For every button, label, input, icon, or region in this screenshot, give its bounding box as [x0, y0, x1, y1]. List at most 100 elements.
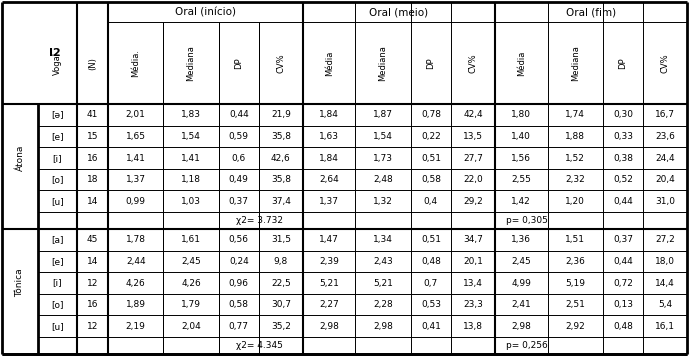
Text: 0,78: 0,78 [421, 110, 441, 120]
Text: χ2= 4.345: χ2= 4.345 [236, 341, 283, 350]
Text: 20,1: 20,1 [463, 257, 483, 266]
Text: [o]: [o] [51, 175, 63, 184]
Text: 31,0: 31,0 [655, 197, 675, 206]
Text: 16,7: 16,7 [655, 110, 675, 120]
Text: 1,88: 1,88 [565, 132, 585, 141]
Text: 2,98: 2,98 [319, 322, 339, 331]
Text: Mediana: Mediana [187, 45, 196, 81]
Text: 2,98: 2,98 [511, 322, 531, 331]
Text: 0,58: 0,58 [421, 175, 441, 184]
Text: p= 0,305: p= 0,305 [506, 216, 548, 225]
Text: 2,36: 2,36 [565, 257, 585, 266]
Text: [o]: [o] [51, 300, 63, 309]
Text: Tônica: Tônica [15, 269, 25, 297]
Text: 1,84: 1,84 [319, 110, 339, 120]
Text: 1,89: 1,89 [126, 300, 146, 309]
Text: 1,34: 1,34 [373, 235, 393, 244]
Text: 1,80: 1,80 [511, 110, 531, 120]
Text: 2,64: 2,64 [319, 175, 339, 184]
Text: 12: 12 [87, 322, 98, 331]
Text: 2,32: 2,32 [565, 175, 585, 184]
Text: 0,44: 0,44 [613, 197, 633, 206]
Text: 0,58: 0,58 [229, 300, 249, 309]
Text: p= 0,256: p= 0,256 [506, 341, 548, 350]
Text: DP: DP [619, 58, 628, 69]
Text: 0,52: 0,52 [613, 175, 633, 184]
Text: 1,42: 1,42 [511, 197, 531, 206]
Text: 1,41: 1,41 [126, 154, 145, 163]
Text: 27,7: 27,7 [463, 154, 483, 163]
Text: 16,1: 16,1 [655, 322, 675, 331]
Text: 15: 15 [87, 132, 98, 141]
Text: 1,83: 1,83 [181, 110, 201, 120]
Text: Mediana: Mediana [378, 45, 388, 81]
Text: 2,44: 2,44 [126, 257, 145, 266]
Text: 0,53: 0,53 [421, 300, 441, 309]
Text: 1,18: 1,18 [181, 175, 201, 184]
Text: 0,24: 0,24 [229, 257, 249, 266]
Text: 1,65: 1,65 [126, 132, 146, 141]
Text: [e]: [e] [51, 257, 63, 266]
Text: 0,72: 0,72 [613, 278, 633, 288]
Text: 35,2: 35,2 [271, 322, 291, 331]
Text: 22,5: 22,5 [271, 278, 291, 288]
Text: 0,56: 0,56 [229, 235, 249, 244]
Text: 5,19: 5,19 [565, 278, 585, 288]
Text: 1,03: 1,03 [181, 197, 201, 206]
Text: 2,55: 2,55 [511, 175, 531, 184]
Text: 16: 16 [87, 154, 98, 163]
Text: 2,98: 2,98 [373, 322, 393, 331]
Text: 23,3: 23,3 [463, 300, 483, 309]
Text: 2,27: 2,27 [319, 300, 339, 309]
Text: 1,79: 1,79 [181, 300, 201, 309]
Text: DP: DP [234, 58, 243, 69]
Text: 0,41: 0,41 [421, 322, 441, 331]
Text: 41: 41 [87, 110, 98, 120]
Text: 9,8: 9,8 [274, 257, 288, 266]
Text: Média.: Média. [132, 49, 141, 77]
Text: 1,20: 1,20 [565, 197, 585, 206]
Text: 1,32: 1,32 [373, 197, 393, 206]
Text: 2,04: 2,04 [181, 322, 201, 331]
Text: 37,4: 37,4 [271, 197, 291, 206]
Text: 2,19: 2,19 [126, 322, 145, 331]
Text: 16: 16 [87, 300, 98, 309]
Text: 13,8: 13,8 [463, 322, 483, 331]
Text: 34,7: 34,7 [463, 235, 483, 244]
Text: 2,51: 2,51 [565, 300, 585, 309]
Text: 12: 12 [87, 278, 98, 288]
Text: 18,0: 18,0 [655, 257, 675, 266]
Text: CV%: CV% [469, 53, 477, 73]
Text: 2,01: 2,01 [126, 110, 145, 120]
Text: 1,37: 1,37 [319, 197, 339, 206]
Text: 0,22: 0,22 [421, 132, 441, 141]
Text: 4,26: 4,26 [126, 278, 145, 288]
Text: [u]: [u] [51, 322, 63, 331]
Text: 0,51: 0,51 [421, 154, 441, 163]
Text: 0,13: 0,13 [613, 300, 633, 309]
Text: Oral (início): Oral (início) [175, 7, 236, 17]
Text: [u]: [u] [51, 197, 63, 206]
Text: 0,51: 0,51 [421, 235, 441, 244]
Text: 24,4: 24,4 [655, 154, 675, 163]
Text: 13,5: 13,5 [463, 132, 483, 141]
Text: 2,45: 2,45 [181, 257, 201, 266]
Text: 1,40: 1,40 [511, 132, 531, 141]
Text: 1,61: 1,61 [181, 235, 201, 244]
Text: 0,44: 0,44 [613, 257, 633, 266]
Text: 0,59: 0,59 [229, 132, 249, 141]
Text: I2: I2 [49, 48, 61, 58]
Text: 1,73: 1,73 [373, 154, 393, 163]
Text: [a]: [a] [51, 235, 63, 244]
Text: 0,77: 0,77 [229, 322, 249, 331]
Text: 35,8: 35,8 [271, 175, 291, 184]
Text: 0,38: 0,38 [613, 154, 633, 163]
Text: 5,21: 5,21 [319, 278, 339, 288]
Text: 2,92: 2,92 [565, 322, 585, 331]
Text: 21,9: 21,9 [271, 110, 291, 120]
Text: 1,54: 1,54 [373, 132, 393, 141]
Text: 0,7: 0,7 [424, 278, 438, 288]
Text: Oral (fim): Oral (fim) [566, 7, 616, 17]
Text: [i]: [i] [52, 154, 62, 163]
Text: 0,44: 0,44 [229, 110, 249, 120]
